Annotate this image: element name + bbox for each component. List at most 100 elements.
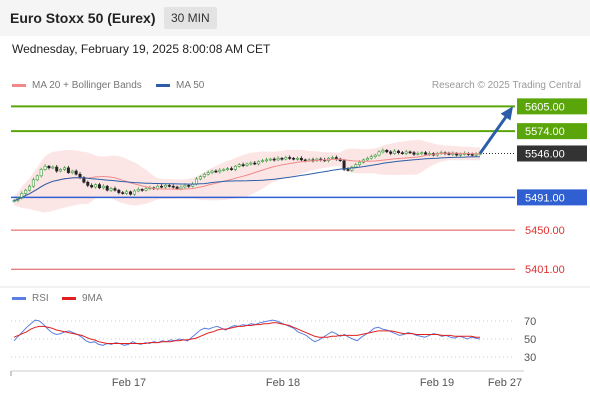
candle-body: [59, 169, 63, 172]
candle-body: [129, 191, 133, 195]
candle-body: [175, 186, 179, 189]
candle-body: [253, 162, 257, 165]
candle-body: [62, 167, 66, 170]
candle-body: [354, 164, 358, 168]
candle-body: [70, 170, 74, 173]
timeframe-badge[interactable]: 30 MIN: [164, 7, 217, 29]
ma9-swatch: [62, 296, 76, 300]
level-label-3: 5491.00: [525, 192, 565, 204]
candle-body: [385, 149, 389, 153]
candle-body: [195, 178, 199, 185]
candle-body: [74, 170, 78, 175]
candle-body: [424, 152, 428, 155]
candle-body: [31, 179, 35, 187]
candle-body: [447, 153, 451, 155]
symbol-title: Euro Stoxx 50 (Eurex): [10, 10, 156, 26]
candle-body: [288, 157, 292, 159]
candle-body: [389, 151, 393, 154]
ma50-swatch: [156, 83, 170, 87]
level-label-2: 5546.00: [525, 148, 565, 160]
legend-label-rsi: RSI: [32, 293, 49, 304]
level-label-4: 5450.00: [525, 225, 565, 237]
candle-body: [109, 188, 113, 191]
x-tick-label-2: Feb 19: [420, 377, 454, 389]
x-tick-label-3: Feb 27: [488, 377, 522, 389]
legend-label-ma50: MA 50: [176, 80, 205, 91]
candle-body: [140, 189, 144, 191]
candle-body: [416, 153, 420, 155]
candle-body: [101, 185, 105, 189]
rsi-swatch: [12, 296, 26, 300]
candle-body: [226, 168, 230, 170]
candle-body: [237, 164, 241, 167]
candle-body: [369, 156, 373, 159]
ma20-line: [13, 152, 480, 202]
candle-body: [39, 169, 43, 177]
candle-body: [249, 162, 253, 165]
candle-body: [264, 159, 268, 162]
candle-body: [179, 186, 183, 189]
level-label-5: 5401.00: [525, 264, 565, 276]
candle-body: [373, 154, 377, 157]
candle-body: [20, 193, 24, 199]
candle-body: [187, 185, 191, 187]
candle-body: [474, 153, 478, 156]
rsi-tick-2: 30: [524, 352, 536, 364]
candle-body: [350, 166, 354, 171]
candle-body: [90, 185, 94, 188]
candle-body: [404, 151, 408, 154]
rsi-tick-1: 50: [524, 334, 536, 346]
candle-body: [28, 185, 32, 191]
candle-body: [55, 166, 59, 172]
candle-body: [97, 184, 101, 189]
legend-item-rsi: RSI: [12, 293, 49, 304]
candle-body: [47, 165, 51, 169]
candle-body: [198, 176, 202, 180]
candle-body: [206, 172, 210, 175]
candle-body: [222, 169, 226, 171]
candle-body: [125, 191, 129, 194]
level-label-box-1: [517, 123, 587, 140]
copyright-text: Research © 2025 Trading Central: [431, 80, 581, 91]
candle-body: [272, 158, 276, 161]
x-tick-label-1: Feb 18: [266, 377, 300, 389]
candle-body: [241, 164, 245, 166]
candle-body: [86, 181, 90, 186]
candle-body: [183, 185, 187, 188]
candle-body: [257, 161, 261, 165]
projection-arrow-shaft: [478, 114, 509, 155]
rsi-ma9-line: [13, 322, 480, 344]
candle-body: [105, 185, 109, 191]
candle-body: [292, 157, 296, 160]
candle-body: [365, 157, 369, 161]
candle-body: [346, 169, 350, 171]
candle-body: [381, 149, 385, 153]
candle-body: [470, 153, 474, 156]
legend-label-ma20: MA 20 + Bollinger Bands: [32, 80, 142, 91]
legend-label-9ma: 9MA: [82, 293, 103, 304]
candle-body: [78, 173, 82, 178]
level-label-box-2: [517, 145, 587, 162]
candle-body: [393, 150, 397, 154]
rsi-tick-0: 70: [524, 316, 536, 328]
candle-body: [160, 185, 164, 188]
candle-body: [459, 153, 463, 156]
legend-item-9ma: 9MA: [62, 293, 103, 304]
candle-body: [358, 161, 362, 165]
candle-body: [94, 184, 98, 188]
candle-body: [167, 185, 171, 187]
candle-body: [420, 152, 424, 154]
candle-body: [229, 168, 233, 170]
candle-body: [171, 185, 175, 188]
candle-body: [210, 170, 214, 173]
candle-body: [163, 185, 167, 188]
candle-body: [66, 167, 70, 173]
candle-body: [377, 151, 381, 156]
candle-body: [218, 169, 222, 173]
candle-body: [342, 160, 346, 170]
level-label-0: 5605.00: [525, 101, 565, 113]
x-tick-label-0: Feb 17: [112, 377, 146, 389]
candle-body: [24, 189, 28, 194]
candle-body: [202, 173, 206, 177]
